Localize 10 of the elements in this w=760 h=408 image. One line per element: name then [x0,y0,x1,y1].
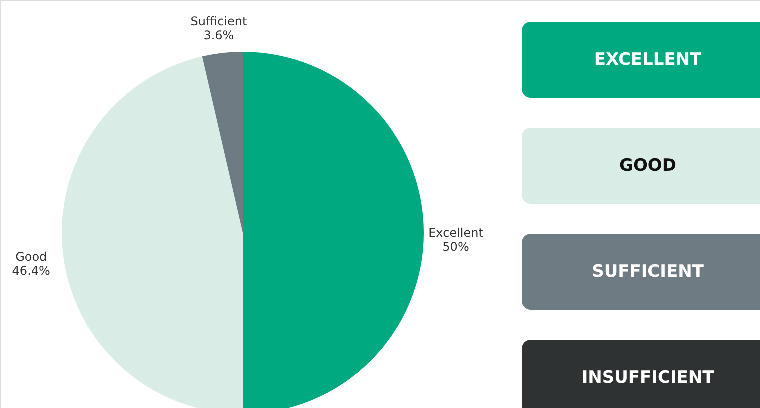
slice-label: Excellent [428,226,484,240]
text: GOOD [620,156,676,176]
text: EXCELLENT [594,50,702,70]
slice-label: Good [16,250,48,264]
data-label: 46.4% [12,264,50,278]
data-label: 3.6% [204,28,234,42]
text: INSUFFICIENT [582,368,715,388]
data-label: 50% [442,240,470,254]
text: SUFFICIENT [592,262,704,282]
slice-label: Sufficient [190,14,248,28]
